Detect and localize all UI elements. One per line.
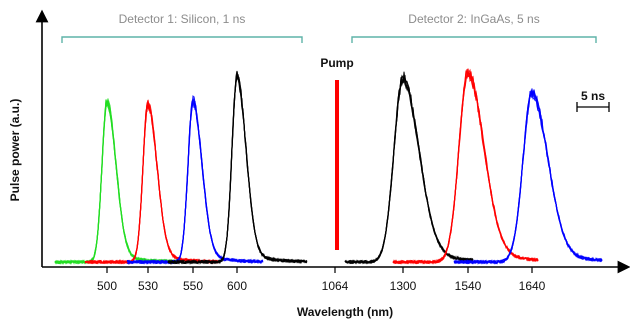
detector-1-label: Detector 1: Silicon, 1 ns [119,12,246,26]
x-ticks: 500 530 550 600 1064 1300 1540 1640 [97,267,546,293]
pulse-trace [167,71,307,265]
x-tick-label: 550 [183,279,203,293]
pulse-trace [126,95,264,265]
pulse-trace [453,89,603,265]
pulse-trace [344,75,474,265]
pulse-trace [167,74,308,265]
pulse-trace [126,101,264,265]
pulse-trace [167,75,308,265]
pulse-trace [453,91,603,265]
y-axis-title: Pulse power (a.u.) [8,99,22,202]
x-tick-label: 1064 [322,279,349,293]
x-tick-label: 600 [227,279,247,293]
pulse-trace [392,68,539,265]
pulse-trace [453,90,603,265]
x-tick-label: 1300 [390,279,417,293]
pulse-trace [126,98,264,265]
x-tick-label: 500 [97,279,117,293]
pulse-trace [344,74,474,265]
detector-1-bracket: Detector 1: Silicon, 1 ns [61,12,303,43]
pulse-trace [453,89,603,265]
pulse-trace [392,68,539,265]
pulse-trace [127,101,264,265]
x-tick-label: 1540 [455,279,482,293]
pulse-trace [392,71,539,265]
pulse-series-550 [126,95,264,265]
pulse-trace [392,72,539,265]
time-scale-bar [576,102,610,112]
detector-2-label: Detector 2: InGaAs, 5 ns [408,12,539,26]
pulse-trace [392,70,539,265]
pulse-series-1640 [453,88,603,265]
pulse-trace [344,75,474,265]
pulse-trace [126,100,264,265]
time-scale-label: 5 ns [581,89,605,103]
pulse-series-1300 [344,71,474,265]
x-tick-label: 530 [138,279,158,293]
pulse-traces [54,68,603,265]
pulse-trace [453,91,603,265]
pulse-trace [392,69,539,265]
pulse-trace [344,71,474,265]
detector-2-bracket: Detector 2: InGaAs, 5 ns [351,12,597,43]
pulse-trace [344,77,474,265]
pulse-series-600 [167,70,308,265]
pump-label: Pump [320,56,353,70]
pulse-series-1540 [392,68,539,265]
x-tick-label: 1640 [519,279,546,293]
pulse-trace [167,75,308,265]
pulse-trace [167,70,308,265]
pulse-trace [167,74,308,265]
pulse-trace [126,96,264,265]
x-axis-title: Wavelength (nm) [297,305,393,319]
pulse-trace [344,74,474,264]
